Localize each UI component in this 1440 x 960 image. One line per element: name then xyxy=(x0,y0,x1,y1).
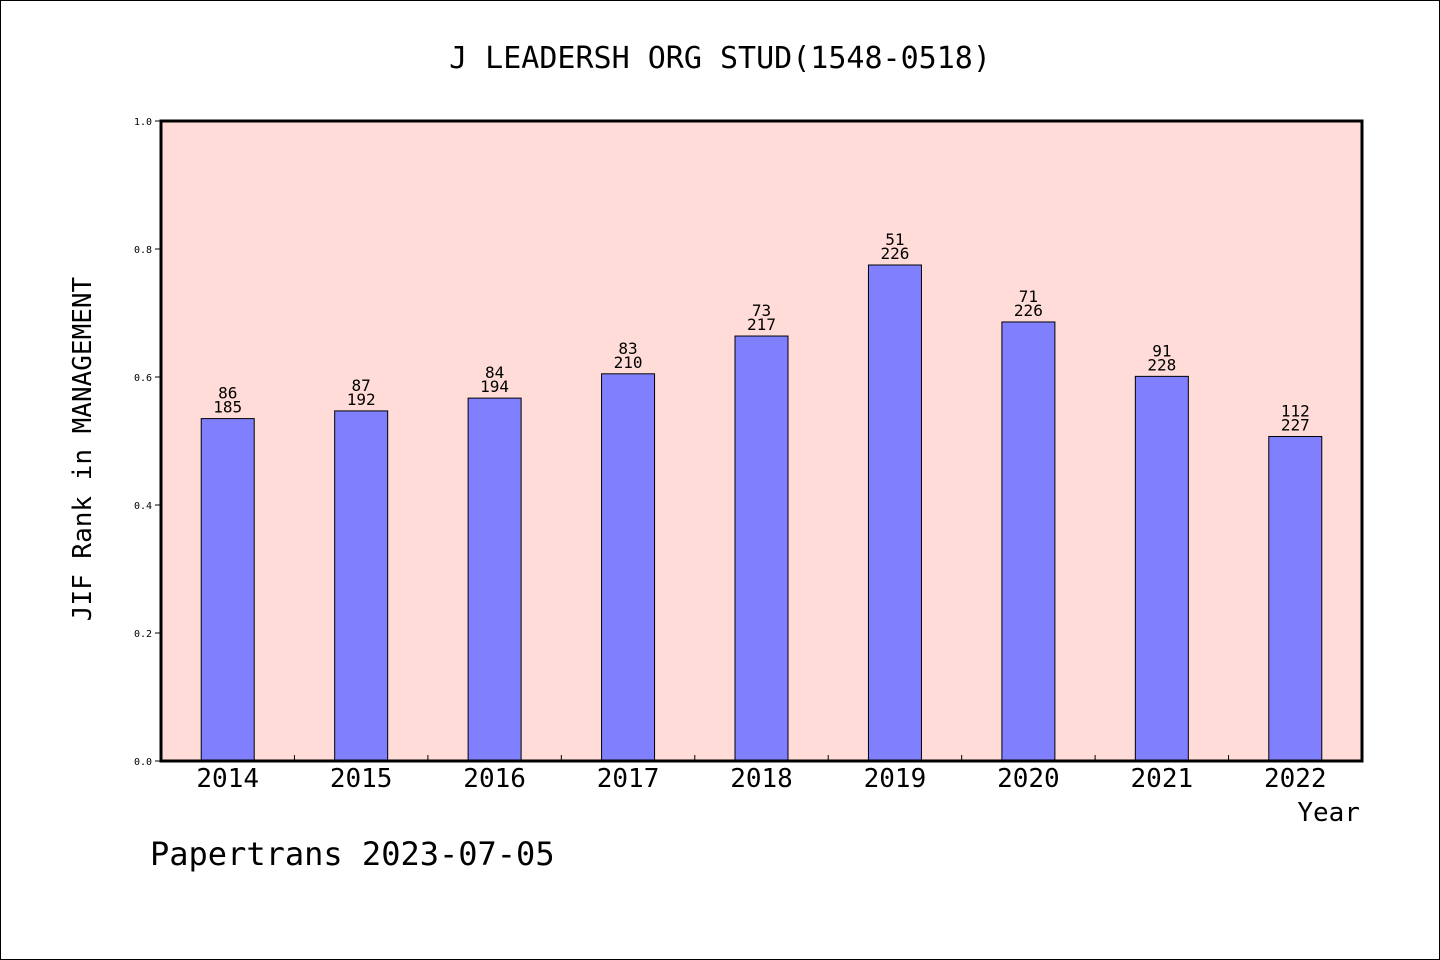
bar-total-label: 228 xyxy=(1147,355,1176,374)
bar-2018 xyxy=(734,335,789,762)
bar-series xyxy=(200,264,1323,762)
chart-title: J LEADERSH ORG STUD(1548-0518) xyxy=(449,41,991,76)
bar-rank-label: 51 xyxy=(885,230,904,249)
x-tick-label: 2020 xyxy=(997,764,1060,794)
bar-rank-label: 84 xyxy=(485,363,504,382)
bar-total-label: 227 xyxy=(1281,416,1310,435)
footer-text: Papertrans 2023-07-05 xyxy=(150,835,555,873)
bar-rank-label: 86 xyxy=(218,384,237,403)
bar-2020 xyxy=(1001,321,1056,762)
x-axis: 2014 2015 2016 2017 2018 2019 2020 2021 2022 xyxy=(196,755,1327,794)
bar-labels: 8618587192841948321073217512267122691228… xyxy=(213,230,1309,435)
bar-rank-label: 91 xyxy=(1152,341,1171,360)
x-axis-label: Year xyxy=(1297,798,1360,828)
bar-rank-label: 73 xyxy=(752,301,771,320)
y-tick-label: 0.6 xyxy=(134,373,152,384)
y-tick-label: 0.0 xyxy=(134,757,152,768)
y-axis: 0.0 0.2 0.4 0.6 0.8 1.0 xyxy=(134,117,161,768)
bar-2022 xyxy=(1268,436,1323,762)
bar-rank-label: 83 xyxy=(618,339,637,358)
bar-2014 xyxy=(200,418,255,762)
x-tick-label: 2022 xyxy=(1264,764,1327,794)
bar-total-label: 192 xyxy=(347,390,376,409)
y-tick-label: 0.2 xyxy=(134,629,152,640)
x-tick-label: 2017 xyxy=(597,764,660,794)
y-tick-label: 0.8 xyxy=(134,245,152,256)
bar-2019 xyxy=(867,264,922,762)
bar-rank-label: 71 xyxy=(1019,287,1038,306)
bar-total-label: 217 xyxy=(747,315,776,334)
bar-total-label: 226 xyxy=(1014,301,1043,320)
bar-total-label: 194 xyxy=(480,377,509,396)
bar-rank-label: 87 xyxy=(352,376,371,395)
x-tick-label: 2021 xyxy=(1131,764,1194,794)
bar-2016 xyxy=(467,397,522,762)
x-tick-label: 2016 xyxy=(463,764,526,794)
bar-2015 xyxy=(334,410,389,762)
plot-frame xyxy=(159,119,1364,763)
bar-total-label: 210 xyxy=(614,353,643,372)
bar-rank-label: 112 xyxy=(1281,402,1310,421)
bar-total-label: 185 xyxy=(213,398,242,417)
bar-2017 xyxy=(601,373,656,762)
y-axis-label: JIF Rank in MANAGEMENT xyxy=(68,276,98,621)
y-tick-label: 1.0 xyxy=(134,117,152,128)
y-tick-label: 0.4 xyxy=(134,501,152,512)
x-tick-label: 2015 xyxy=(330,764,393,794)
x-tick-label: 2019 xyxy=(864,764,927,794)
x-tick-label: 2014 xyxy=(196,764,259,794)
bar-total-label: 226 xyxy=(880,244,909,263)
bar-2021 xyxy=(1134,375,1189,762)
x-tick-label: 2018 xyxy=(730,764,793,794)
